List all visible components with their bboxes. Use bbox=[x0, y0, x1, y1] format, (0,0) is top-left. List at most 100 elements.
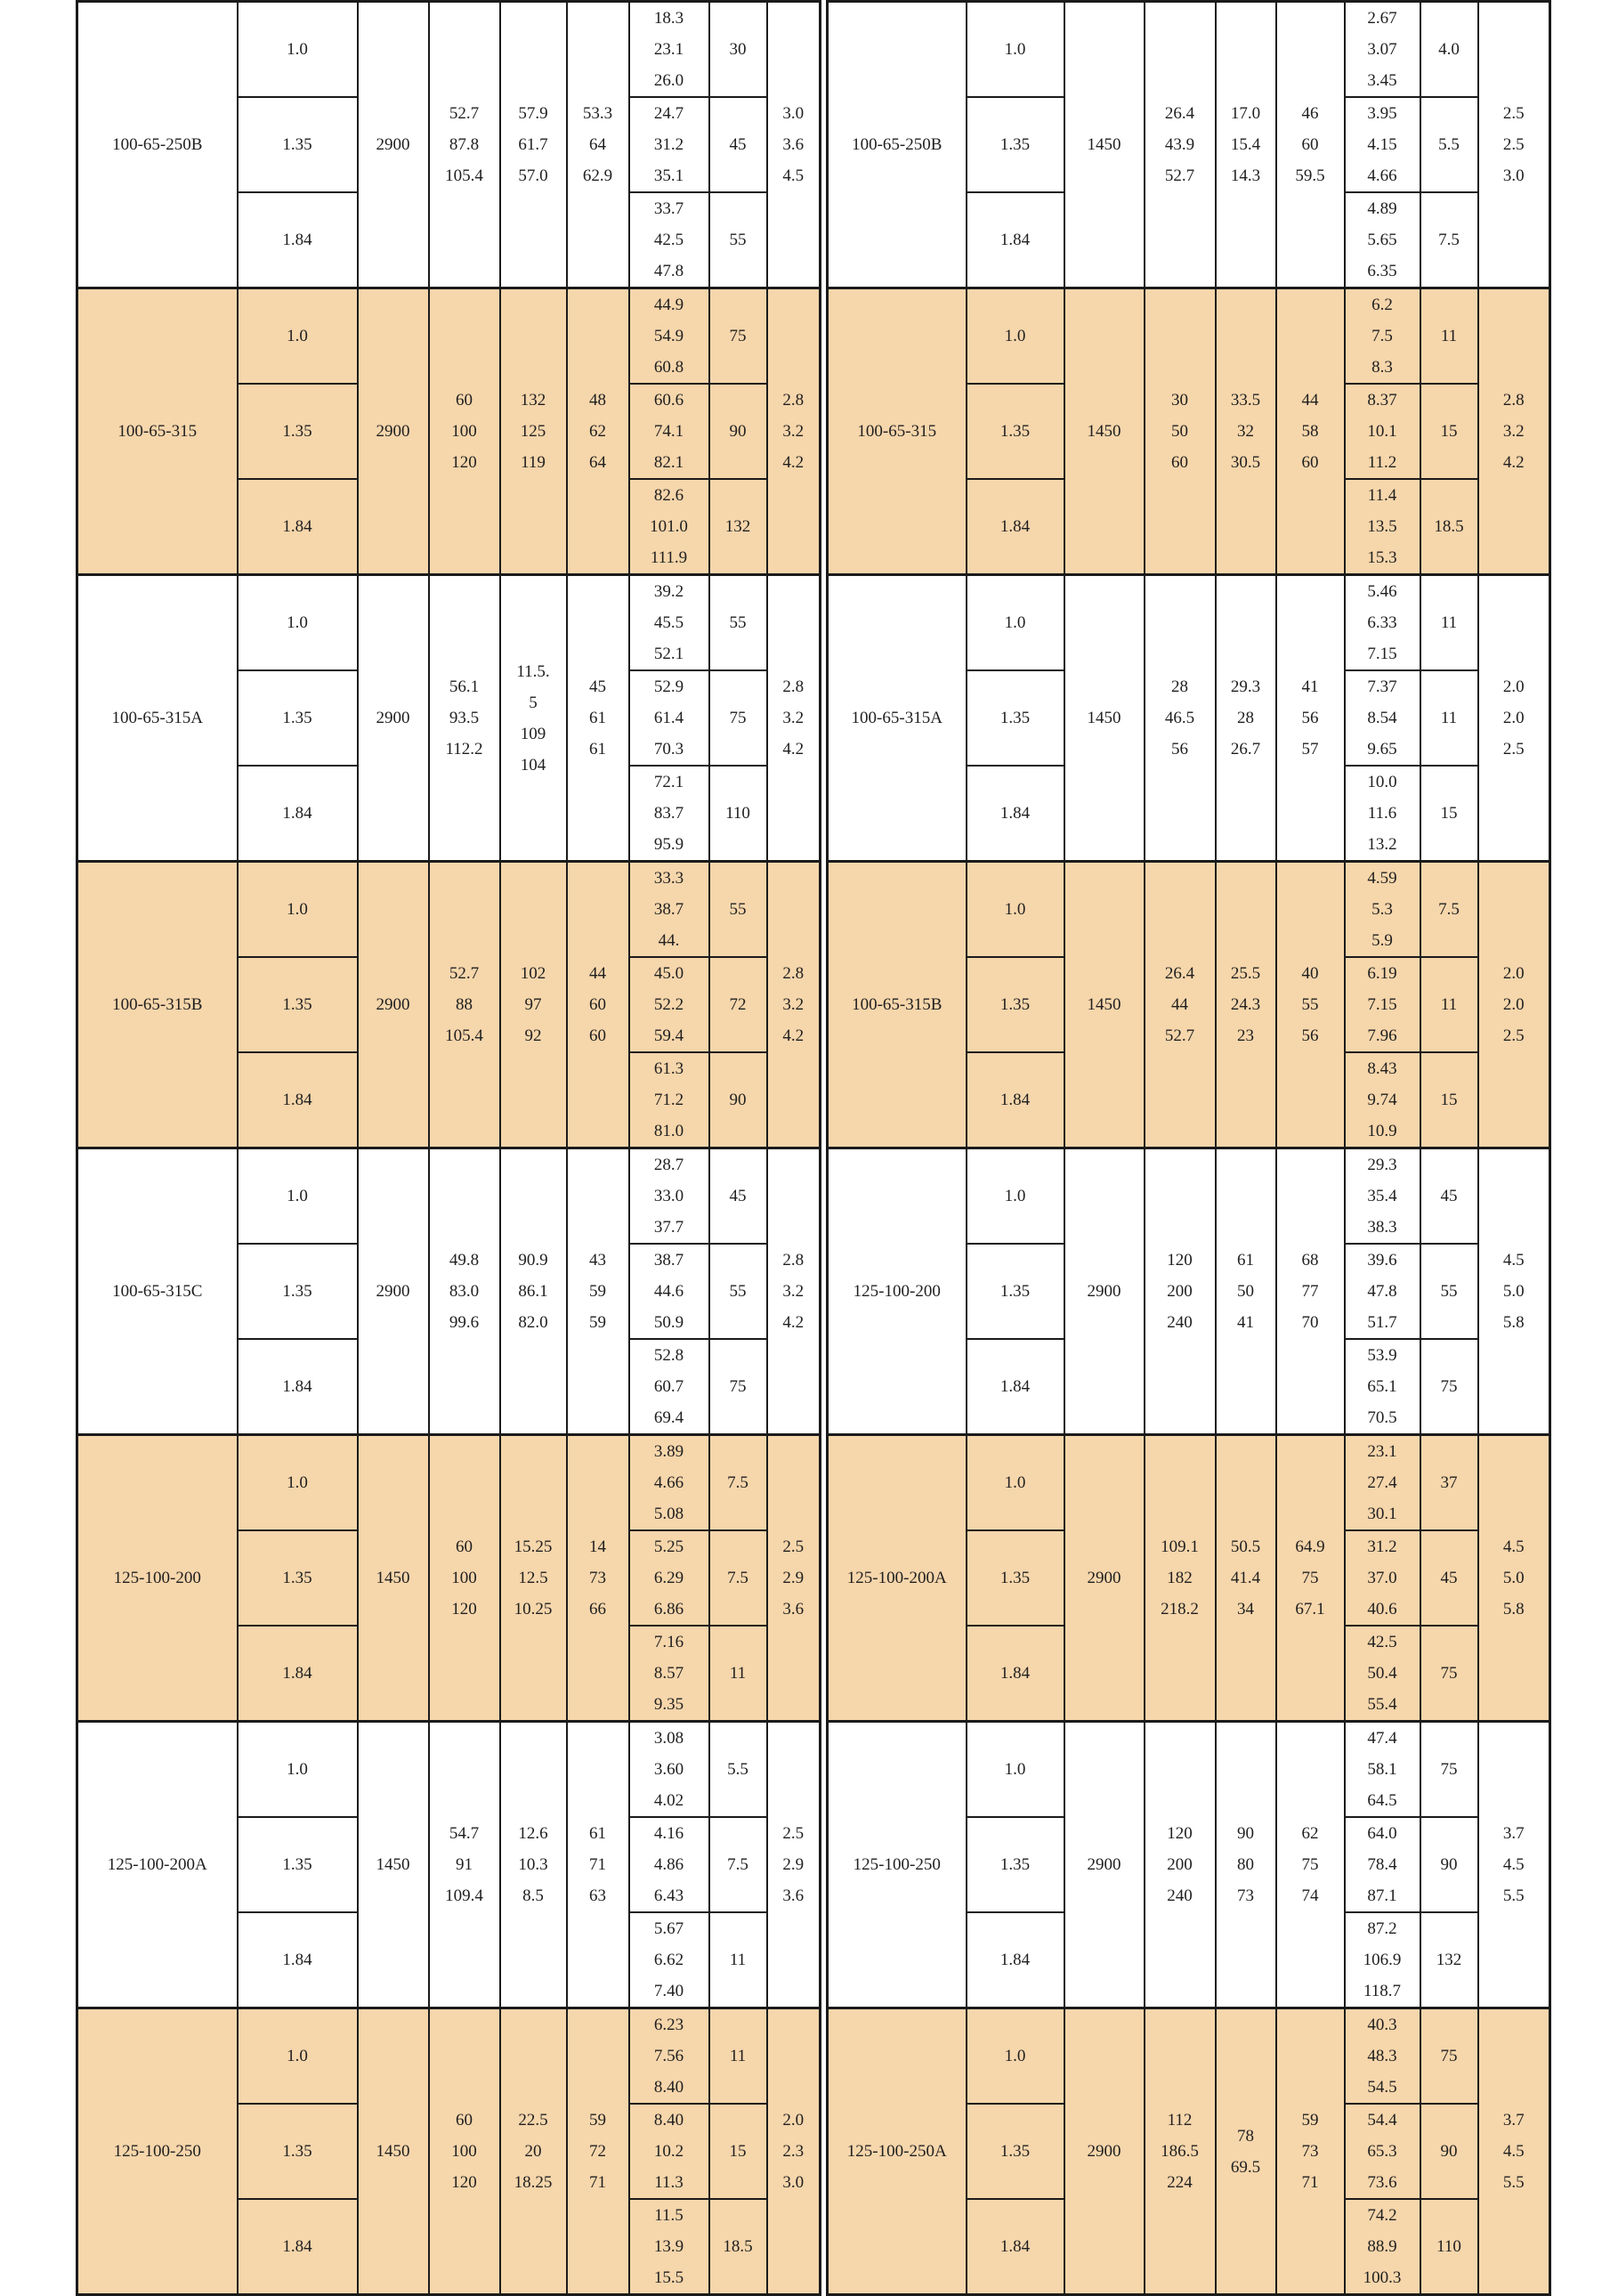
motor-cell: 11 bbox=[708, 1625, 768, 1723]
head-cell: 57.9 61.7 57.0 bbox=[498, 0, 568, 289]
ratio-cell: 1.84 bbox=[965, 191, 1065, 289]
ratio-cell: 1.84 bbox=[236, 478, 359, 576]
value-line: 4.86 bbox=[653, 1855, 684, 1874]
motor-cell: 18.5 bbox=[1419, 478, 1479, 576]
power-cell: 33.7 42.5 47.8 bbox=[627, 191, 710, 289]
power-cell: 7.16 8.57 9.35 bbox=[627, 1625, 710, 1723]
value-line: 42.5 bbox=[1367, 1633, 1397, 1651]
motor-cell: 7.5 bbox=[708, 1529, 768, 1627]
value-line: 5.08 bbox=[653, 1505, 684, 1523]
value-line: 100.3 bbox=[1363, 2268, 1402, 2287]
npsh-cell: 4.5 5.0 5.8 bbox=[1477, 1147, 1551, 1436]
value-line: 2.8 bbox=[782, 677, 805, 696]
motor-cell: 7.5 bbox=[708, 1816, 768, 1913]
value-line: 57.9 bbox=[518, 104, 548, 123]
value-line: 59 bbox=[589, 1282, 606, 1301]
table-row: 1.35 4.16 4.86 6.43 7.5 bbox=[77, 1816, 821, 1913]
power-cell: 3.08 3.60 4.02 bbox=[627, 1720, 710, 1818]
value-line: 44 bbox=[1301, 391, 1319, 410]
npsh-cell: 2.8 3.2 4.2 bbox=[765, 1147, 821, 1436]
ratio-cell: 1.35 bbox=[965, 1243, 1065, 1340]
value-line: 44.6 bbox=[653, 1282, 684, 1301]
eff-cell: 48 62 64 bbox=[565, 287, 630, 576]
value-line: 7.5 bbox=[1371, 327, 1393, 345]
value-line: 109 bbox=[520, 724, 546, 743]
value-line: 4.2 bbox=[782, 453, 805, 472]
value-line: 7.96 bbox=[1367, 1026, 1397, 1045]
value-line: 9.74 bbox=[1367, 1091, 1397, 1109]
value-line: 45.0 bbox=[653, 964, 684, 983]
table-row: 1.35 5.25 6.29 6.86 7.5 bbox=[77, 1529, 821, 1627]
value-line: 33.3 bbox=[653, 869, 684, 888]
value-line: 13.2 bbox=[1367, 835, 1397, 854]
motor-cell: 55 bbox=[708, 1243, 768, 1340]
speed-cell: 1450 bbox=[356, 2007, 430, 2296]
value-line: 7.15 bbox=[1367, 645, 1397, 663]
value-line: 5.0 bbox=[1502, 1569, 1525, 1587]
value-line: 41.4 bbox=[1230, 1569, 1261, 1587]
value-line: 4.59 bbox=[1367, 869, 1397, 888]
value-line: 57.0 bbox=[518, 166, 548, 185]
power-cell: 44.9 54.9 60.8 bbox=[627, 287, 710, 385]
eff-cell: 44 58 60 bbox=[1274, 287, 1346, 576]
speed-cell: 2900 bbox=[1063, 1147, 1145, 1436]
power-cell: 29.3 35.4 38.3 bbox=[1343, 1147, 1421, 1245]
value-line: 61.7 bbox=[518, 135, 548, 154]
value-line: 78 bbox=[1237, 2126, 1254, 2146]
value-line: 8.3 bbox=[1371, 358, 1393, 377]
value-line: 64.5 bbox=[1367, 1791, 1397, 1810]
ratio-cell: 1.84 bbox=[236, 1625, 359, 1723]
value-line: 35.1 bbox=[653, 166, 684, 185]
value-line: 2.3 bbox=[782, 2142, 805, 2161]
table-row: 100-65-315C 1.0 2900 49.8 83.0 99.6 90.9 86.1 82… bbox=[76, 1147, 821, 1436]
motor-cell: 15 bbox=[708, 2103, 768, 2200]
flow-cell: 109.1 182 218.2 bbox=[1143, 1433, 1217, 1723]
value-line: 72.1 bbox=[653, 773, 684, 791]
motor-cell: 5.5 bbox=[1419, 96, 1479, 193]
value-line: 38.3 bbox=[1367, 1218, 1397, 1237]
value-line: 52.7 bbox=[449, 964, 480, 983]
value-line: 49.8 bbox=[449, 1251, 480, 1270]
power-cell: 8.43 9.74 10.9 bbox=[1343, 1051, 1421, 1149]
motor-cell: 132 bbox=[1419, 1911, 1479, 2009]
value-line: 40.3 bbox=[1367, 2016, 1397, 2034]
value-line: 87.8 bbox=[449, 135, 480, 154]
model-cell: 125-100-200 bbox=[76, 1433, 239, 1723]
value-line: 72 bbox=[589, 2142, 606, 2161]
value-line: 59 bbox=[589, 1313, 606, 1332]
ratio-cell: 1.84 bbox=[965, 2198, 1065, 2296]
value-line: 92 bbox=[524, 1026, 542, 1045]
motor-cell: 7.5 bbox=[708, 1433, 768, 1531]
value-line: 218.2 bbox=[1161, 1600, 1199, 1619]
ratio-cell: 1.0 bbox=[965, 860, 1065, 958]
value-line: 24.7 bbox=[653, 104, 684, 123]
eff-cell: 64.9 75 67.1 bbox=[1274, 1433, 1346, 1723]
ratio-cell: 1.0 bbox=[236, 860, 359, 958]
value-line: 52.7 bbox=[1164, 1026, 1195, 1045]
motor-cell: 11 bbox=[708, 2007, 768, 2105]
value-line: 13.9 bbox=[653, 2237, 684, 2256]
table-row: 1.84 8.43 9.74 10.9 15 bbox=[828, 1051, 1550, 1149]
head-cell: 78 69.5 bbox=[1214, 2007, 1277, 2296]
power-cell: 28.7 33.0 37.7 bbox=[627, 1147, 710, 1245]
motor-cell: 15 bbox=[1419, 765, 1479, 863]
model-cell: 100-65-315A bbox=[76, 573, 239, 863]
speed-cell: 1450 bbox=[1063, 287, 1145, 576]
value-line: 30.5 bbox=[1230, 453, 1261, 472]
value-line: 3.95 bbox=[1367, 104, 1397, 123]
value-line: 32 bbox=[1237, 422, 1254, 441]
value-line: 3.2 bbox=[782, 1282, 805, 1301]
value-line: 120 bbox=[1167, 1251, 1193, 1270]
table-row: 1.35 31.2 37.0 40.6 45 bbox=[828, 1529, 1550, 1627]
value-line: 53.9 bbox=[1367, 1346, 1397, 1365]
eff-cell: 59 73 71 bbox=[1274, 2007, 1346, 2296]
value-line: 31.2 bbox=[653, 135, 684, 154]
model-cell: 100-65-315C bbox=[76, 1147, 239, 1436]
npsh-cell: 2.0 2.0 2.5 bbox=[1477, 860, 1551, 1149]
eff-cell: 59 72 71 bbox=[565, 2007, 630, 2296]
model-cell: 100-65-315B bbox=[76, 860, 239, 1149]
value-line: 23.1 bbox=[653, 40, 684, 59]
flow-cell: 120 200 240 bbox=[1143, 1147, 1217, 1436]
table-row: 100-65-315A 1.0 2900 56.1 93.5 112.2 11.5. 5 109… bbox=[76, 573, 821, 863]
head-cell: 12.6 10.3 8.5 bbox=[498, 1720, 568, 2009]
